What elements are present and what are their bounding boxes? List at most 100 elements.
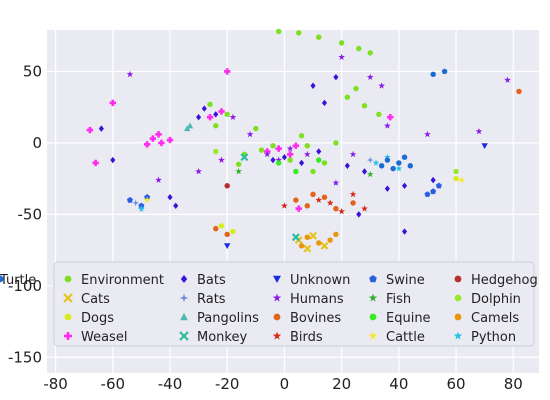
- legend-label: Dolphin: [471, 292, 521, 307]
- data-point: [384, 185, 390, 192]
- legend-marker: [179, 331, 189, 341]
- data-point: [310, 168, 316, 175]
- y-tick-label: -50: [18, 205, 43, 223]
- series-turtle: [378, 68, 448, 172]
- data-point: [504, 76, 511, 83]
- data-point: [224, 111, 230, 118]
- legend-label: Pangolins: [197, 311, 259, 326]
- data-point: [286, 145, 294, 152]
- data-point: [321, 99, 328, 107]
- legend-item-camels: Camels: [454, 311, 519, 326]
- data-point: [430, 188, 437, 195]
- x-tick-label: 80: [504, 375, 523, 393]
- legend-marker: [454, 275, 462, 283]
- legend-marker: [369, 313, 377, 321]
- legend-item-swine: Swine: [369, 273, 425, 288]
- legend-item-turtle: Turtle: [0, 273, 36, 288]
- legend-item-humans: Humans: [272, 292, 344, 307]
- data-point: [218, 108, 225, 115]
- legend-label: Birds: [290, 330, 323, 345]
- data-point: [195, 168, 202, 175]
- data-point: [275, 160, 282, 166]
- data-point: [240, 153, 249, 162]
- data-point: [86, 126, 94, 134]
- legend-marker: [63, 293, 73, 303]
- x-tick-label: 60: [446, 375, 465, 393]
- data-point: [338, 53, 345, 60]
- data-point: [316, 240, 322, 246]
- data-point: [481, 143, 488, 149]
- data-point: [235, 161, 242, 168]
- data-point: [361, 103, 368, 109]
- legend-marker: [453, 331, 463, 340]
- data-point: [333, 73, 339, 81]
- data-point: [158, 139, 165, 147]
- legend-marker: [64, 332, 72, 340]
- series-environment: [207, 28, 382, 175]
- data-point: [327, 237, 333, 243]
- legend-label: Swine: [386, 273, 425, 288]
- data-point: [384, 122, 391, 129]
- data-point: [98, 125, 104, 132]
- legend-item-equine: Equine: [369, 311, 431, 326]
- data-point: [275, 28, 282, 35]
- series-dogs: [218, 175, 459, 235]
- legend-label: Monkey: [197, 330, 247, 345]
- series-cattle: [143, 176, 466, 203]
- data-point: [304, 150, 311, 158]
- data-points: [86, 28, 522, 253]
- data-point: [299, 159, 305, 167]
- data-point: [253, 125, 259, 132]
- y-tick-label: -100: [8, 277, 42, 295]
- data-point: [475, 128, 483, 135]
- data-point: [143, 141, 151, 148]
- data-point: [304, 143, 311, 149]
- y-tick-label: -150: [8, 348, 42, 366]
- data-point: [376, 111, 382, 118]
- data-point: [349, 150, 357, 158]
- data-point: [361, 205, 368, 212]
- data-point: [309, 231, 318, 240]
- data-point: [293, 197, 299, 203]
- y-axis-ticks: 50 0 -50 -100 -150: [8, 62, 42, 366]
- data-point: [458, 176, 466, 183]
- series-dolphin: [213, 148, 459, 175]
- series-monkey: [240, 153, 300, 242]
- data-point: [275, 145, 282, 152]
- data-point: [303, 244, 312, 253]
- legend-item-environment: Environment: [64, 273, 164, 288]
- grid: [47, 30, 539, 373]
- data-point: [186, 122, 194, 129]
- legend-marker: [273, 275, 281, 283]
- x-tick-label: 0: [280, 375, 290, 393]
- legend-label: Cattle: [386, 330, 425, 345]
- legend-item-monkey: Monkey: [179, 330, 247, 345]
- data-point: [224, 243, 231, 250]
- data-point: [246, 130, 254, 138]
- data-point: [349, 190, 357, 198]
- data-point: [224, 231, 230, 238]
- data-point: [344, 162, 350, 169]
- data-point: [366, 156, 374, 164]
- legend-item-bovines: Bovines: [273, 311, 341, 326]
- legend-marker: [64, 275, 72, 283]
- data-point: [126, 196, 133, 203]
- data-point: [316, 157, 322, 163]
- legend-label: Dogs: [81, 311, 114, 326]
- data-point: [338, 40, 345, 46]
- legend-marker: [454, 313, 462, 321]
- data-point: [132, 199, 140, 207]
- legend-label: Turtle: [0, 273, 36, 288]
- legend-item-bats: Bats: [180, 273, 226, 288]
- data-point: [213, 123, 219, 129]
- data-point: [138, 205, 145, 212]
- series-fish: [235, 168, 374, 178]
- data-point: [167, 194, 173, 201]
- legend-marker: [454, 294, 462, 302]
- data-point: [110, 156, 116, 164]
- data-point: [304, 203, 311, 209]
- data-point: [109, 99, 116, 107]
- data-point: [401, 154, 408, 160]
- data-point: [435, 182, 442, 189]
- legend-item-rats: Rats: [179, 292, 226, 307]
